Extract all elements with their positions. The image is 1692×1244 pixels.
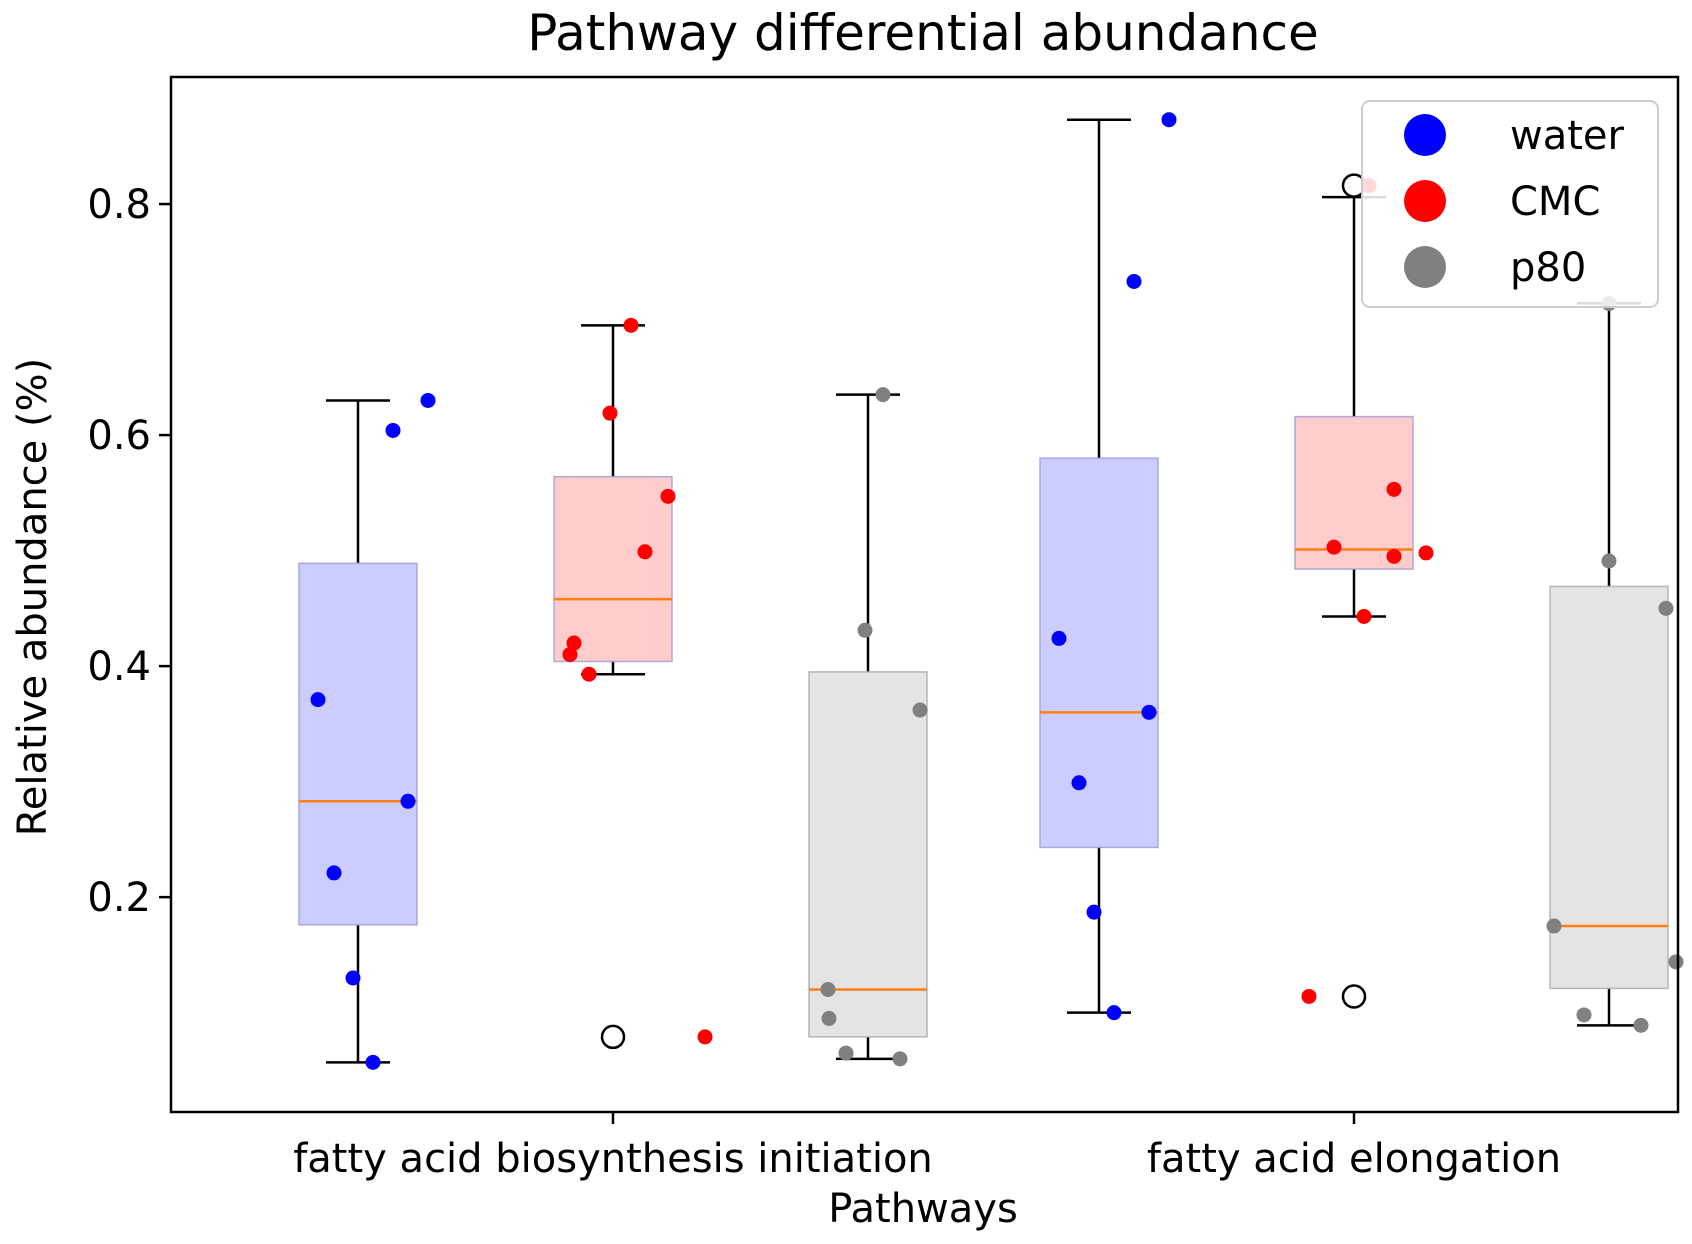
y-tick-label: 0.4 [87, 644, 151, 690]
outlier-marker [600, 1024, 626, 1050]
data-point-water [1086, 904, 1102, 920]
box-iqr [553, 475, 673, 663]
data-point-water [385, 422, 401, 438]
data-point-CMC [1418, 545, 1434, 561]
box-p80-2 [1546, 295, 1684, 1033]
data-point-water [1071, 775, 1087, 791]
legend-label-water: water [1510, 113, 1625, 159]
box-water-1 [298, 392, 436, 1070]
data-point-CMC [566, 635, 582, 651]
x-tick-label: fatty acid biosynthesis initiation [293, 1136, 933, 1182]
y-tick-label: 0.2 [87, 875, 151, 921]
data-point-water [1106, 1005, 1122, 1021]
box-iqr [1039, 457, 1159, 849]
box-CMC-1 [553, 317, 713, 1050]
data-point-CMC [581, 666, 597, 682]
data-point-CMC [1356, 608, 1372, 624]
data-point-p80 [1546, 918, 1562, 934]
data-point-CMC [1386, 481, 1402, 497]
chart-title: Pathway differential abundance [527, 4, 1319, 62]
data-point-p80 [1658, 600, 1674, 616]
legend-label-CMC: CMC [1510, 179, 1600, 225]
data-point-p80 [1633, 1017, 1649, 1033]
data-point-water [1161, 112, 1177, 128]
data-point-water [1126, 273, 1142, 289]
data-point-p80 [1576, 1007, 1592, 1023]
legend-label-p80: p80 [1510, 245, 1586, 291]
box-iqr [808, 671, 928, 1038]
data-point-p80 [912, 702, 928, 718]
data-point-CMC [1326, 539, 1342, 555]
x-tick-label: fatty acid elongation [1147, 1136, 1561, 1182]
data-point-CMC [1301, 988, 1317, 1004]
y-axis-label: Relative abundance (%) [10, 358, 56, 836]
data-point-CMC [562, 647, 578, 663]
data-point-p80 [838, 1045, 854, 1061]
legend: water CMC p80 [1361, 100, 1659, 308]
plot-frame [169, 75, 1680, 1114]
data-point-p80 [892, 1051, 908, 1067]
data-point-p80 [820, 982, 836, 998]
data-point-CMC [660, 488, 676, 504]
data-point-CMC [1386, 548, 1402, 564]
data-point-CMC [623, 317, 639, 333]
data-point-CMC [602, 405, 618, 421]
data-point-water [345, 970, 361, 986]
box-water-2 [1039, 112, 1177, 1021]
x-axis-label: Pathways [828, 1186, 1018, 1232]
box-iqr [1549, 585, 1669, 990]
y-tick-label: 0.8 [87, 182, 151, 228]
data-point-p80 [857, 622, 873, 638]
legend-marker-water [1404, 114, 1446, 156]
data-point-water [1141, 704, 1157, 720]
outlier-marker [1341, 984, 1367, 1009]
data-point-water [310, 692, 326, 708]
data-point-p80 [821, 1010, 837, 1026]
box-p80-1 [808, 387, 928, 1067]
data-point-p80 [1668, 954, 1684, 970]
legend-marker-CMC [1404, 180, 1446, 222]
data-point-CMC [697, 1029, 713, 1045]
data-point-water [365, 1054, 381, 1070]
data-point-CMC [637, 544, 653, 560]
plot-area: 0.2 0.4 0.6 0.8 fatty acid biosynthesis init… [87, 112, 1684, 1182]
data-point-p80 [875, 387, 891, 403]
data-point-p80 [1601, 553, 1617, 569]
data-point-water [400, 793, 416, 809]
box-iqr [298, 562, 418, 926]
data-point-water [420, 392, 436, 408]
legend-marker-p80 [1404, 246, 1446, 288]
y-tick-label: 0.6 [87, 413, 151, 459]
data-point-water [1051, 630, 1067, 646]
data-point-water [326, 865, 342, 881]
